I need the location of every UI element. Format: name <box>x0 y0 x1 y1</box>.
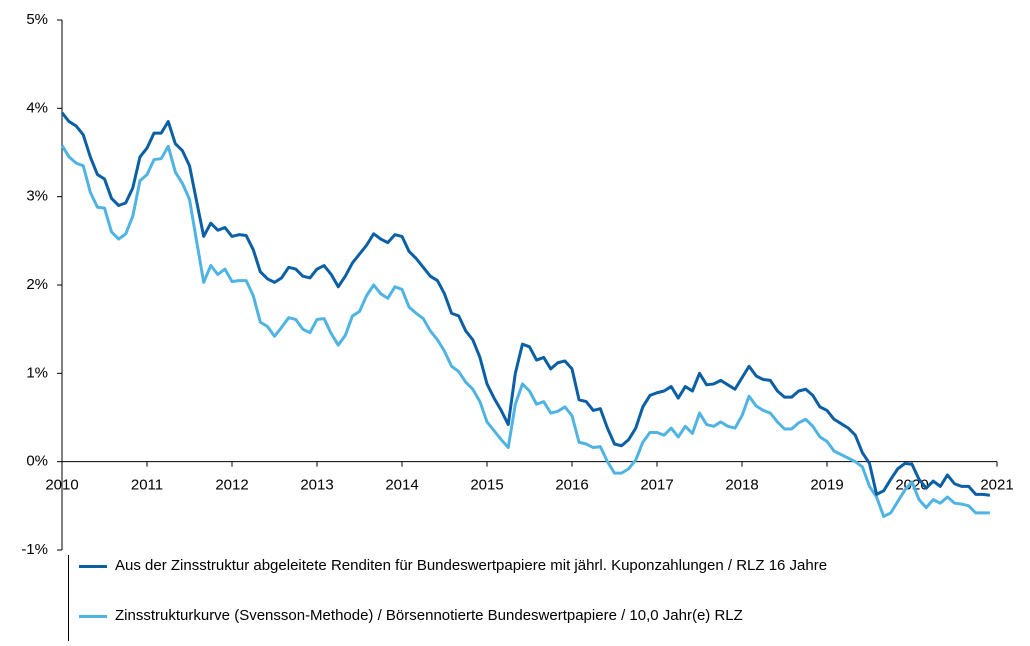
y-tick-label: 5% <box>26 11 48 28</box>
legend-entry: Aus der Zinsstruktur abgeleitete Rendite… <box>79 557 985 574</box>
y-tick-label: 0% <box>26 453 48 470</box>
y-tick-label: 4% <box>26 99 48 116</box>
legend-swatch <box>79 615 107 618</box>
y-tick-label: 3% <box>26 188 48 205</box>
legend-label: Aus der Zinsstruktur abgeleitete Rendite… <box>115 557 828 574</box>
x-tick-label: 2012 <box>215 477 248 494</box>
y-tick-label: 1% <box>26 364 48 381</box>
legend-entry: Zinsstrukturkurve (Svensson-Methode) / B… <box>79 607 985 624</box>
x-tick-label: 2013 <box>300 477 333 494</box>
x-tick-label: 2015 <box>470 477 503 494</box>
x-tick-label: 2019 <box>810 477 843 494</box>
x-tick-label: 2016 <box>555 477 588 494</box>
x-tick-label: 2014 <box>385 477 418 494</box>
y-tick-label: 2% <box>26 276 48 293</box>
x-tick-label: 2011 <box>131 477 163 494</box>
series-line <box>60 144 990 518</box>
x-tick-label: 2018 <box>725 477 758 494</box>
series-line <box>60 111 991 497</box>
legend-swatch <box>79 565 107 568</box>
legend: Aus der Zinsstruktur abgeleitete Rendite… <box>68 555 1004 641</box>
x-tick-label: 2021 <box>980 477 1013 494</box>
y-tick-label: -1% <box>21 541 48 558</box>
x-tick-label: 2010 <box>45 477 78 494</box>
legend-label: Zinsstrukturkurve (Svensson-Methode) / B… <box>115 607 743 624</box>
x-tick-label: 2017 <box>640 477 673 494</box>
